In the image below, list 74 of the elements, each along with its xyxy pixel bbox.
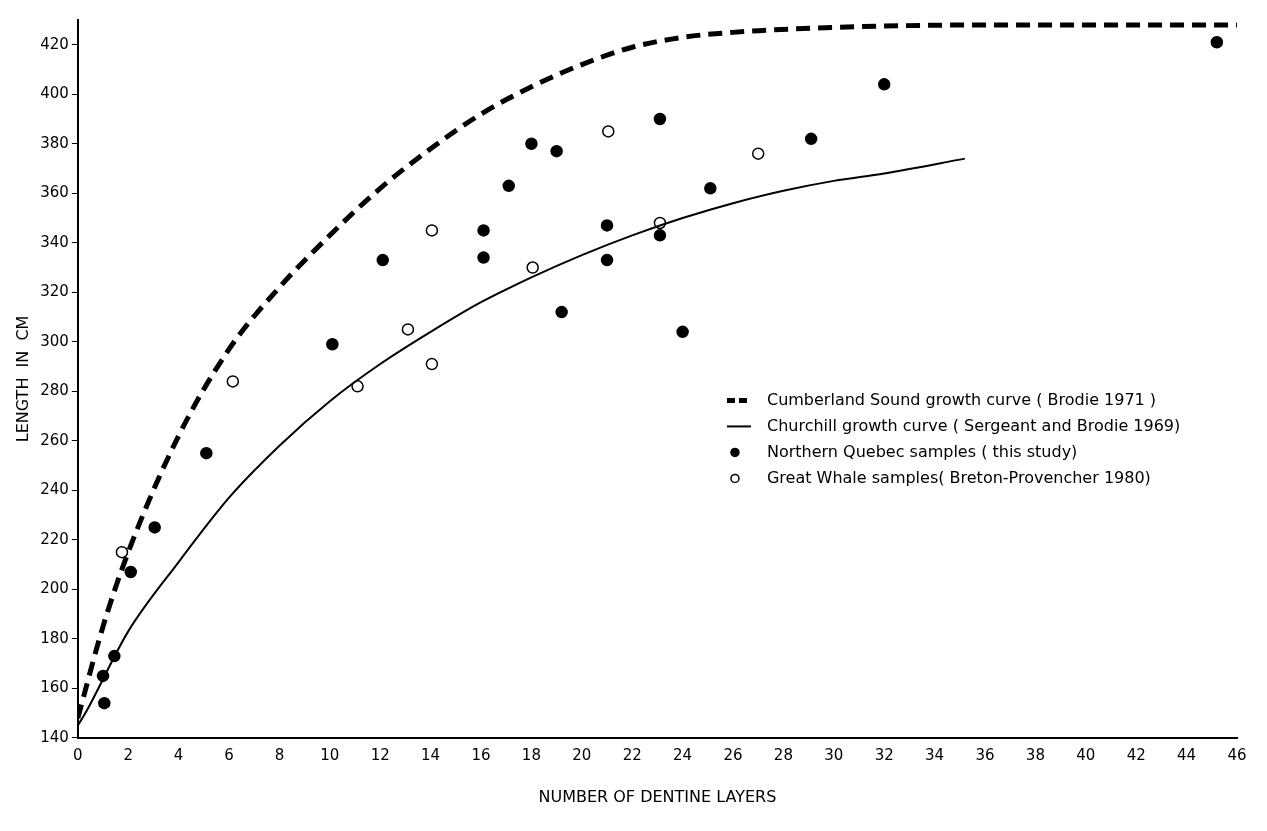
x-tick-label: 10 bbox=[320, 745, 340, 764]
x-tick-label: 42 bbox=[1126, 745, 1146, 764]
x-tick-label: 44 bbox=[1177, 745, 1197, 764]
x-tick-label: 26 bbox=[723, 745, 743, 764]
x-tick-label: 32 bbox=[874, 745, 894, 764]
y-tick-label: 160 bbox=[40, 678, 69, 697]
x-tick-label: 24 bbox=[673, 745, 693, 764]
point bbox=[751, 147, 765, 160]
x-tick-label: 40 bbox=[1076, 745, 1096, 764]
point bbox=[877, 78, 891, 91]
point bbox=[550, 144, 563, 158]
point bbox=[376, 253, 389, 267]
legend-label: Great Whale samples( Breton-Provencher 1980) bbox=[766, 467, 1151, 487]
y-tick-label: 240 bbox=[40, 480, 69, 499]
point bbox=[115, 545, 129, 559]
y-axis-title: LENGTH IN CM bbox=[12, 315, 32, 443]
x-tick-label: 4 bbox=[173, 745, 184, 764]
x-tick-label: 34 bbox=[925, 745, 945, 764]
x-tick-label: 0 bbox=[73, 745, 83, 764]
point bbox=[200, 446, 213, 460]
point bbox=[653, 112, 667, 126]
x-tick-label: 8 bbox=[274, 745, 285, 764]
y-tick-label: 380 bbox=[40, 133, 69, 152]
x-tick-label: 12 bbox=[370, 745, 390, 764]
point bbox=[425, 224, 439, 237]
point bbox=[653, 229, 667, 242]
point bbox=[555, 305, 568, 319]
legend-label: Northern Quebec samples ( this study) bbox=[766, 441, 1078, 461]
point bbox=[124, 565, 137, 579]
point bbox=[525, 137, 538, 151]
x-tick-label: 20 bbox=[572, 745, 592, 764]
y-tick-label: 200 bbox=[40, 579, 69, 598]
point bbox=[98, 696, 111, 710]
x-tick-label: 18 bbox=[521, 745, 541, 764]
point bbox=[526, 261, 539, 274]
point bbox=[1210, 36, 1224, 49]
x-tick-label: 28 bbox=[773, 745, 793, 764]
y-tick-label: 360 bbox=[40, 183, 69, 202]
y-tick-label: 340 bbox=[40, 232, 69, 251]
point bbox=[676, 325, 689, 339]
x-tick-label: 16 bbox=[471, 745, 491, 764]
x-tick-label: 30 bbox=[824, 745, 844, 764]
point bbox=[477, 251, 490, 264]
legend-label: Churchill growth curve ( Sergeant and Brodie 1969) bbox=[766, 415, 1181, 435]
legend-label: Cumberland Sound growth curve ( Brodie 1971 ) bbox=[766, 389, 1157, 409]
y-tick-label: 400 bbox=[40, 84, 69, 103]
point bbox=[148, 521, 161, 534]
y-tick-label: 220 bbox=[40, 529, 69, 548]
x-tick-label: 6 bbox=[224, 745, 234, 764]
point bbox=[326, 338, 339, 351]
x-tick-label: 14 bbox=[421, 745, 441, 764]
x-tick-label: 38 bbox=[1025, 745, 1045, 764]
y-tick-label: 300 bbox=[40, 331, 69, 350]
y-tick-label: 180 bbox=[40, 628, 69, 647]
point bbox=[600, 253, 614, 267]
point bbox=[477, 224, 490, 237]
point bbox=[704, 182, 717, 195]
x-tick-label: 2 bbox=[123, 745, 133, 764]
point bbox=[226, 375, 240, 388]
point bbox=[502, 179, 515, 193]
y-tick-label: 280 bbox=[40, 381, 69, 400]
y-tick-label: 260 bbox=[40, 430, 69, 449]
x-axis-title: NUMBER OF DENTINE LAYERS bbox=[538, 786, 777, 806]
y-tick-label: 320 bbox=[40, 282, 69, 301]
x-tick-label: 36 bbox=[975, 745, 995, 764]
point bbox=[600, 219, 614, 232]
x-tick-label: 46 bbox=[1227, 745, 1247, 764]
point bbox=[401, 323, 415, 336]
point bbox=[804, 132, 818, 146]
point bbox=[602, 125, 615, 138]
point bbox=[425, 357, 439, 371]
x-tick-label: 22 bbox=[622, 745, 642, 764]
y-tick-label: 420 bbox=[40, 34, 69, 53]
y-tick-label: 140 bbox=[40, 727, 69, 746]
